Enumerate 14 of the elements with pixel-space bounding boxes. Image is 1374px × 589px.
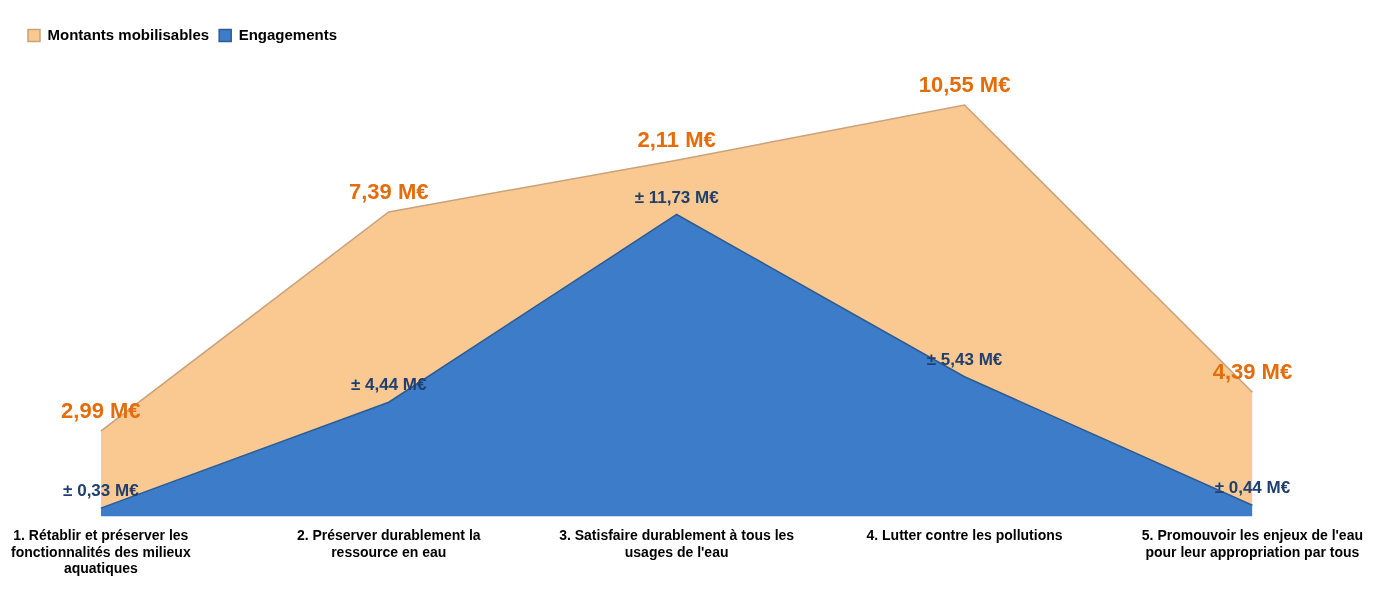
legend-label: Engagements xyxy=(238,25,338,43)
x-tick-label: 3. Satisfaire durablement à tous les usages de l'eau xyxy=(559,526,795,560)
data-label: ± 11,73 M€ xyxy=(634,187,720,207)
x-tick-label: 1. Rétablir et préserver les fonctionnalités des milieux aquatiques xyxy=(11,526,191,577)
data-label: 2,99 M€ xyxy=(61,398,141,424)
data-label: ± 0,33 M€ xyxy=(63,481,140,501)
x-tick-label: 4. Lutter contre les pollutions xyxy=(866,526,1063,543)
data-label: 4,39 M€ xyxy=(1212,359,1293,385)
data-label: 2,11 M€ xyxy=(637,127,716,153)
data-label: 7,39 M€ xyxy=(348,178,429,204)
x-tick-label: 2. Préserver durablement la ressource en eau xyxy=(296,526,481,560)
x-tick-label: 5. Promouvoir les enjeux de l'eau pour leur appropriation par tous xyxy=(1141,526,1363,560)
legend-label: Montants mobilisables xyxy=(47,25,210,43)
data-label: 10,55 M€ xyxy=(918,72,1011,98)
